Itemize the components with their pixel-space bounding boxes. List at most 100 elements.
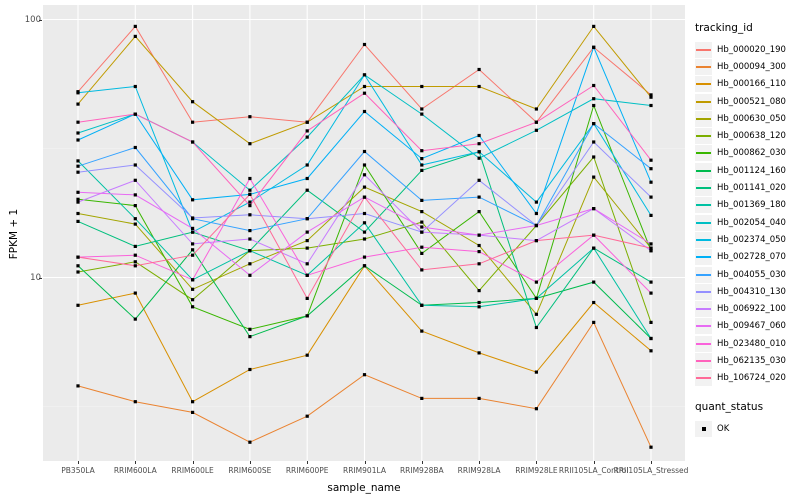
legend-item-label: Hb_000166_110 <box>717 79 786 90</box>
data-point <box>76 219 80 223</box>
chart-canvas <box>43 5 685 461</box>
data-point <box>477 210 481 214</box>
legend-line-swatch <box>696 273 711 276</box>
legend-item-quant-OK: OK <box>695 420 799 437</box>
data-point <box>191 248 195 252</box>
legend-item-label: Hb_000638_120 <box>717 131 786 142</box>
y-axis-title: FPKM + 1 <box>8 208 20 260</box>
y-tick-mark <box>39 19 42 21</box>
legend-item-Hb_000638_120: Hb_000638_120 <box>695 127 799 145</box>
data-point <box>649 291 653 295</box>
data-point <box>592 122 596 126</box>
data-point <box>420 112 424 116</box>
legend-line-swatch <box>696 65 711 68</box>
data-point <box>592 97 596 101</box>
legend-quant-status: quant_status OK <box>695 401 799 437</box>
data-point <box>420 107 424 111</box>
legend-item-label: Hb_002374_050 <box>717 234 786 245</box>
data-point <box>305 239 309 243</box>
legend-key-swatch <box>695 335 712 352</box>
data-point <box>649 320 653 324</box>
data-point <box>248 200 252 204</box>
data-point <box>305 414 309 418</box>
x-tick-mark <box>307 461 309 464</box>
data-point <box>76 91 80 95</box>
data-point <box>133 204 137 208</box>
data-point <box>191 253 195 257</box>
legend-key-swatch <box>695 76 712 93</box>
data-point <box>248 262 252 266</box>
data-point <box>133 317 137 321</box>
data-point <box>362 73 367 77</box>
data-point <box>191 198 195 202</box>
legend-item-Hb_001369_180: Hb_001369_180 <box>695 197 799 214</box>
legend-item-Hb_000521_080: Hb_000521_080 <box>695 93 799 110</box>
legend-line-swatch <box>696 169 711 172</box>
data-point <box>362 84 367 89</box>
legend-item-label: Hb_006922_100 <box>717 304 786 315</box>
legend-item-Hb_000166_110: Hb_000166_110 <box>695 76 799 93</box>
data-point <box>191 305 195 309</box>
legend-line-swatch <box>696 100 711 103</box>
legend-line-swatch <box>696 290 711 293</box>
data-point <box>133 264 137 268</box>
data-point <box>477 250 481 254</box>
x-tick-label-RRIM928LA: RRIM928LA <box>457 466 501 475</box>
data-point <box>420 251 424 255</box>
legend-item-Hb_106724_020: Hb_106724_020 <box>695 370 799 387</box>
legend-key-swatch <box>695 197 712 214</box>
data-point <box>76 102 80 106</box>
x-tick-mark <box>364 461 366 464</box>
data-point <box>76 197 80 201</box>
data-point <box>420 230 424 234</box>
data-point <box>592 140 596 144</box>
legend-item-label: Hb_009467_060 <box>717 321 786 332</box>
data-point <box>191 216 195 220</box>
data-point <box>649 246 653 250</box>
x-tick-mark <box>249 461 251 464</box>
legend-title-tracking-id: tracking_id <box>695 22 753 34</box>
data-point <box>191 400 195 404</box>
data-point <box>305 120 309 124</box>
data-point <box>76 384 80 388</box>
legend-item-label: Hb_023480_010 <box>717 338 786 349</box>
data-point <box>362 149 367 154</box>
legend-item-Hb_009467_060: Hb_009467_060 <box>695 318 799 335</box>
legend-key-swatch <box>695 180 712 197</box>
data-point <box>248 249 252 253</box>
legend-line-swatch <box>696 256 711 259</box>
legend-item-Hb_002374_050: Hb_002374_050 <box>695 231 799 248</box>
data-point <box>76 131 80 135</box>
y-tick-label: 100 <box>24 14 41 25</box>
data-point <box>76 170 80 174</box>
legend-key-swatch <box>695 58 712 75</box>
data-point <box>76 303 80 307</box>
data-point <box>248 115 252 119</box>
legend-line-swatch <box>696 152 711 155</box>
data-point <box>248 213 252 217</box>
data-point <box>534 296 538 300</box>
legend-line-swatch <box>696 377 711 380</box>
data-point <box>191 242 195 246</box>
x-tick-label-RRIM600LA: RRIM600LA <box>113 466 157 475</box>
data-point <box>420 396 424 400</box>
legend-item-label: Hb_000094_300 <box>717 61 786 72</box>
data-point <box>477 300 481 305</box>
data-point <box>534 325 538 330</box>
legend-item-label: Hb_001124_160 <box>717 165 786 176</box>
x-tick-mark <box>192 461 194 464</box>
legend-item-label: Hb_000020_190 <box>717 44 786 55</box>
data-point <box>592 45 596 49</box>
data-point <box>305 135 309 139</box>
y-tick-mark <box>39 277 42 279</box>
data-point <box>133 253 137 257</box>
legend-item-label: Hb_106724_020 <box>717 373 786 384</box>
data-point <box>534 280 538 284</box>
data-point <box>76 164 80 168</box>
data-point <box>76 255 80 259</box>
data-point <box>133 163 137 167</box>
data-point <box>649 180 653 184</box>
data-point <box>248 192 252 196</box>
legend-item-Hb_001124_160: Hb_001124_160 <box>695 162 799 179</box>
data-point <box>76 159 80 163</box>
